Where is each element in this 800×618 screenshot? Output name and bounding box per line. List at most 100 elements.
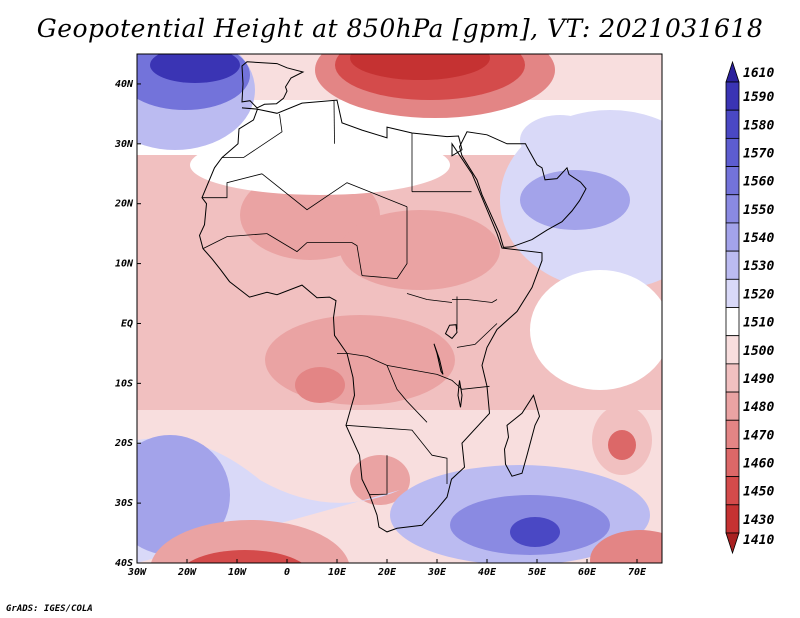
lat-tick-label: 10S	[115, 378, 133, 389]
colorbar-label: 1580	[743, 118, 774, 133]
border-line	[369, 455, 388, 496]
colorbar-swatch	[725, 278, 740, 308]
iberia-coastline	[241, 61, 305, 109]
lon-tick-label: 20W	[177, 567, 197, 578]
colorbar-swatch	[725, 166, 740, 196]
lon-tick-label: 60E	[578, 567, 597, 578]
border-line	[243, 113, 283, 158]
border-line	[406, 293, 453, 303]
gulf-high	[520, 115, 600, 165]
lon-tick-label: 30E	[427, 567, 447, 578]
axis-ticks: 30W 20W 10W 0 10E 20E 30E 40E 50E 60E 70E 40N 30N 20N…	[114, 79, 647, 578]
africa-coastline	[198, 99, 543, 533]
arabia-coastline	[458, 131, 587, 248]
indian-high-core	[510, 517, 560, 547]
border-line	[333, 100, 335, 144]
colorbar-label: 1410	[743, 533, 774, 548]
colorbar-swatch	[725, 476, 740, 506]
kalahari-low	[350, 455, 410, 505]
colorbar-swatch	[725, 504, 740, 534]
chart-title: Geopotential Height at 850hPa [gpm], VT:…	[36, 14, 764, 43]
arabia-high-core	[520, 170, 630, 230]
border-line	[452, 299, 498, 303]
lat-tick-label: 30N	[114, 139, 134, 150]
colorbar-swatch	[725, 222, 740, 252]
lat-tick-label: EQ	[121, 318, 133, 329]
colorbar-top-arrow	[725, 60, 740, 83]
lake-outline	[433, 343, 444, 375]
colorbar-label: 1460	[743, 457, 774, 472]
plot-frame	[136, 53, 663, 564]
atlantic-high-core	[150, 54, 240, 83]
colorbar-label: 1450	[743, 485, 774, 500]
border-line	[266, 233, 363, 276]
sahara-low-central	[340, 210, 500, 290]
colorbar-swatch	[725, 194, 740, 224]
colorbar-label: 1560	[743, 175, 774, 190]
lon-tick-label: 10W	[228, 567, 247, 578]
geography-layer	[198, 61, 587, 533]
lat-tick-label: 40N	[115, 79, 134, 90]
lake-outline	[444, 324, 458, 340]
southern-low-west-outer	[151, 520, 349, 563]
southern-low-west-core	[187, 550, 303, 563]
med-low-core	[350, 54, 490, 80]
grads-credit: GrADS: IGES/COLA	[6, 604, 93, 614]
height-field	[137, 54, 662, 563]
colorbar-label: 1520	[743, 287, 774, 302]
colorbar: 1610 1590 1580 1570 1560 1550 1540 1530 1520 1510…	[725, 60, 774, 555]
lon-tick-label: 70E	[628, 567, 647, 578]
sahara-neutral	[190, 135, 450, 195]
colorbar-label: 1550	[743, 203, 774, 218]
colorbar-swatch	[725, 109, 740, 139]
colorbar-swatch	[725, 335, 740, 365]
colorbar-label: 1470	[743, 428, 774, 443]
colorbar-bottom-arrow	[725, 532, 740, 555]
colorbar-label: 1500	[743, 344, 774, 359]
indian-ocean-neutral	[530, 270, 662, 390]
border-line	[202, 173, 263, 199]
lon-tick-label: 10E	[328, 567, 347, 578]
colorbar-label: 1480	[743, 400, 774, 415]
colorbar-label: 1490	[743, 372, 774, 387]
colorbar-label: 1590	[743, 90, 774, 105]
border-line	[337, 353, 438, 375]
colorbar-swatch	[725, 391, 740, 421]
colorbar-label: 1610	[743, 66, 774, 81]
lat-tick-label: 10N	[115, 259, 134, 270]
southern-low-east	[590, 530, 662, 563]
colorbar-swatch	[725, 307, 740, 337]
lon-tick-label: 40E	[478, 567, 497, 578]
colorbar-label: 1540	[743, 231, 774, 246]
madagascar-coastline	[503, 394, 541, 477]
lat-tick-label: 20N	[114, 199, 134, 210]
lat-tick-label: 40S	[115, 558, 133, 569]
border-line	[436, 374, 490, 390]
lat-tick-label: 30S	[114, 498, 133, 509]
colorbar-swatch	[725, 137, 740, 167]
border-line	[386, 365, 428, 423]
border-line	[261, 173, 408, 211]
colorbar-swatch	[725, 363, 740, 393]
angola-low	[295, 367, 345, 403]
border-line	[202, 233, 268, 249]
lon-tick-label: 50E	[528, 567, 547, 578]
lat-tick-label: 20S	[114, 438, 133, 449]
colorbar-label: 1570	[743, 146, 774, 161]
equatorial-low	[265, 315, 455, 405]
colorbar-swatch	[725, 250, 740, 280]
lon-tick-label: 20E	[377, 567, 397, 578]
mascarene-low-core	[608, 430, 636, 460]
border-line	[456, 323, 498, 348]
country-borders	[202, 100, 498, 496]
lon-tick-label: 0	[284, 567, 290, 578]
lake-outline	[457, 380, 463, 408]
colorbar-label: 1530	[743, 259, 774, 274]
colorbar-swatch	[725, 419, 740, 449]
border-line	[361, 206, 408, 280]
lakes	[433, 324, 463, 408]
colorbar-label: 1510	[743, 316, 774, 331]
colorbar-swatch	[725, 81, 740, 111]
colorbar-label: 1430	[743, 513, 774, 528]
